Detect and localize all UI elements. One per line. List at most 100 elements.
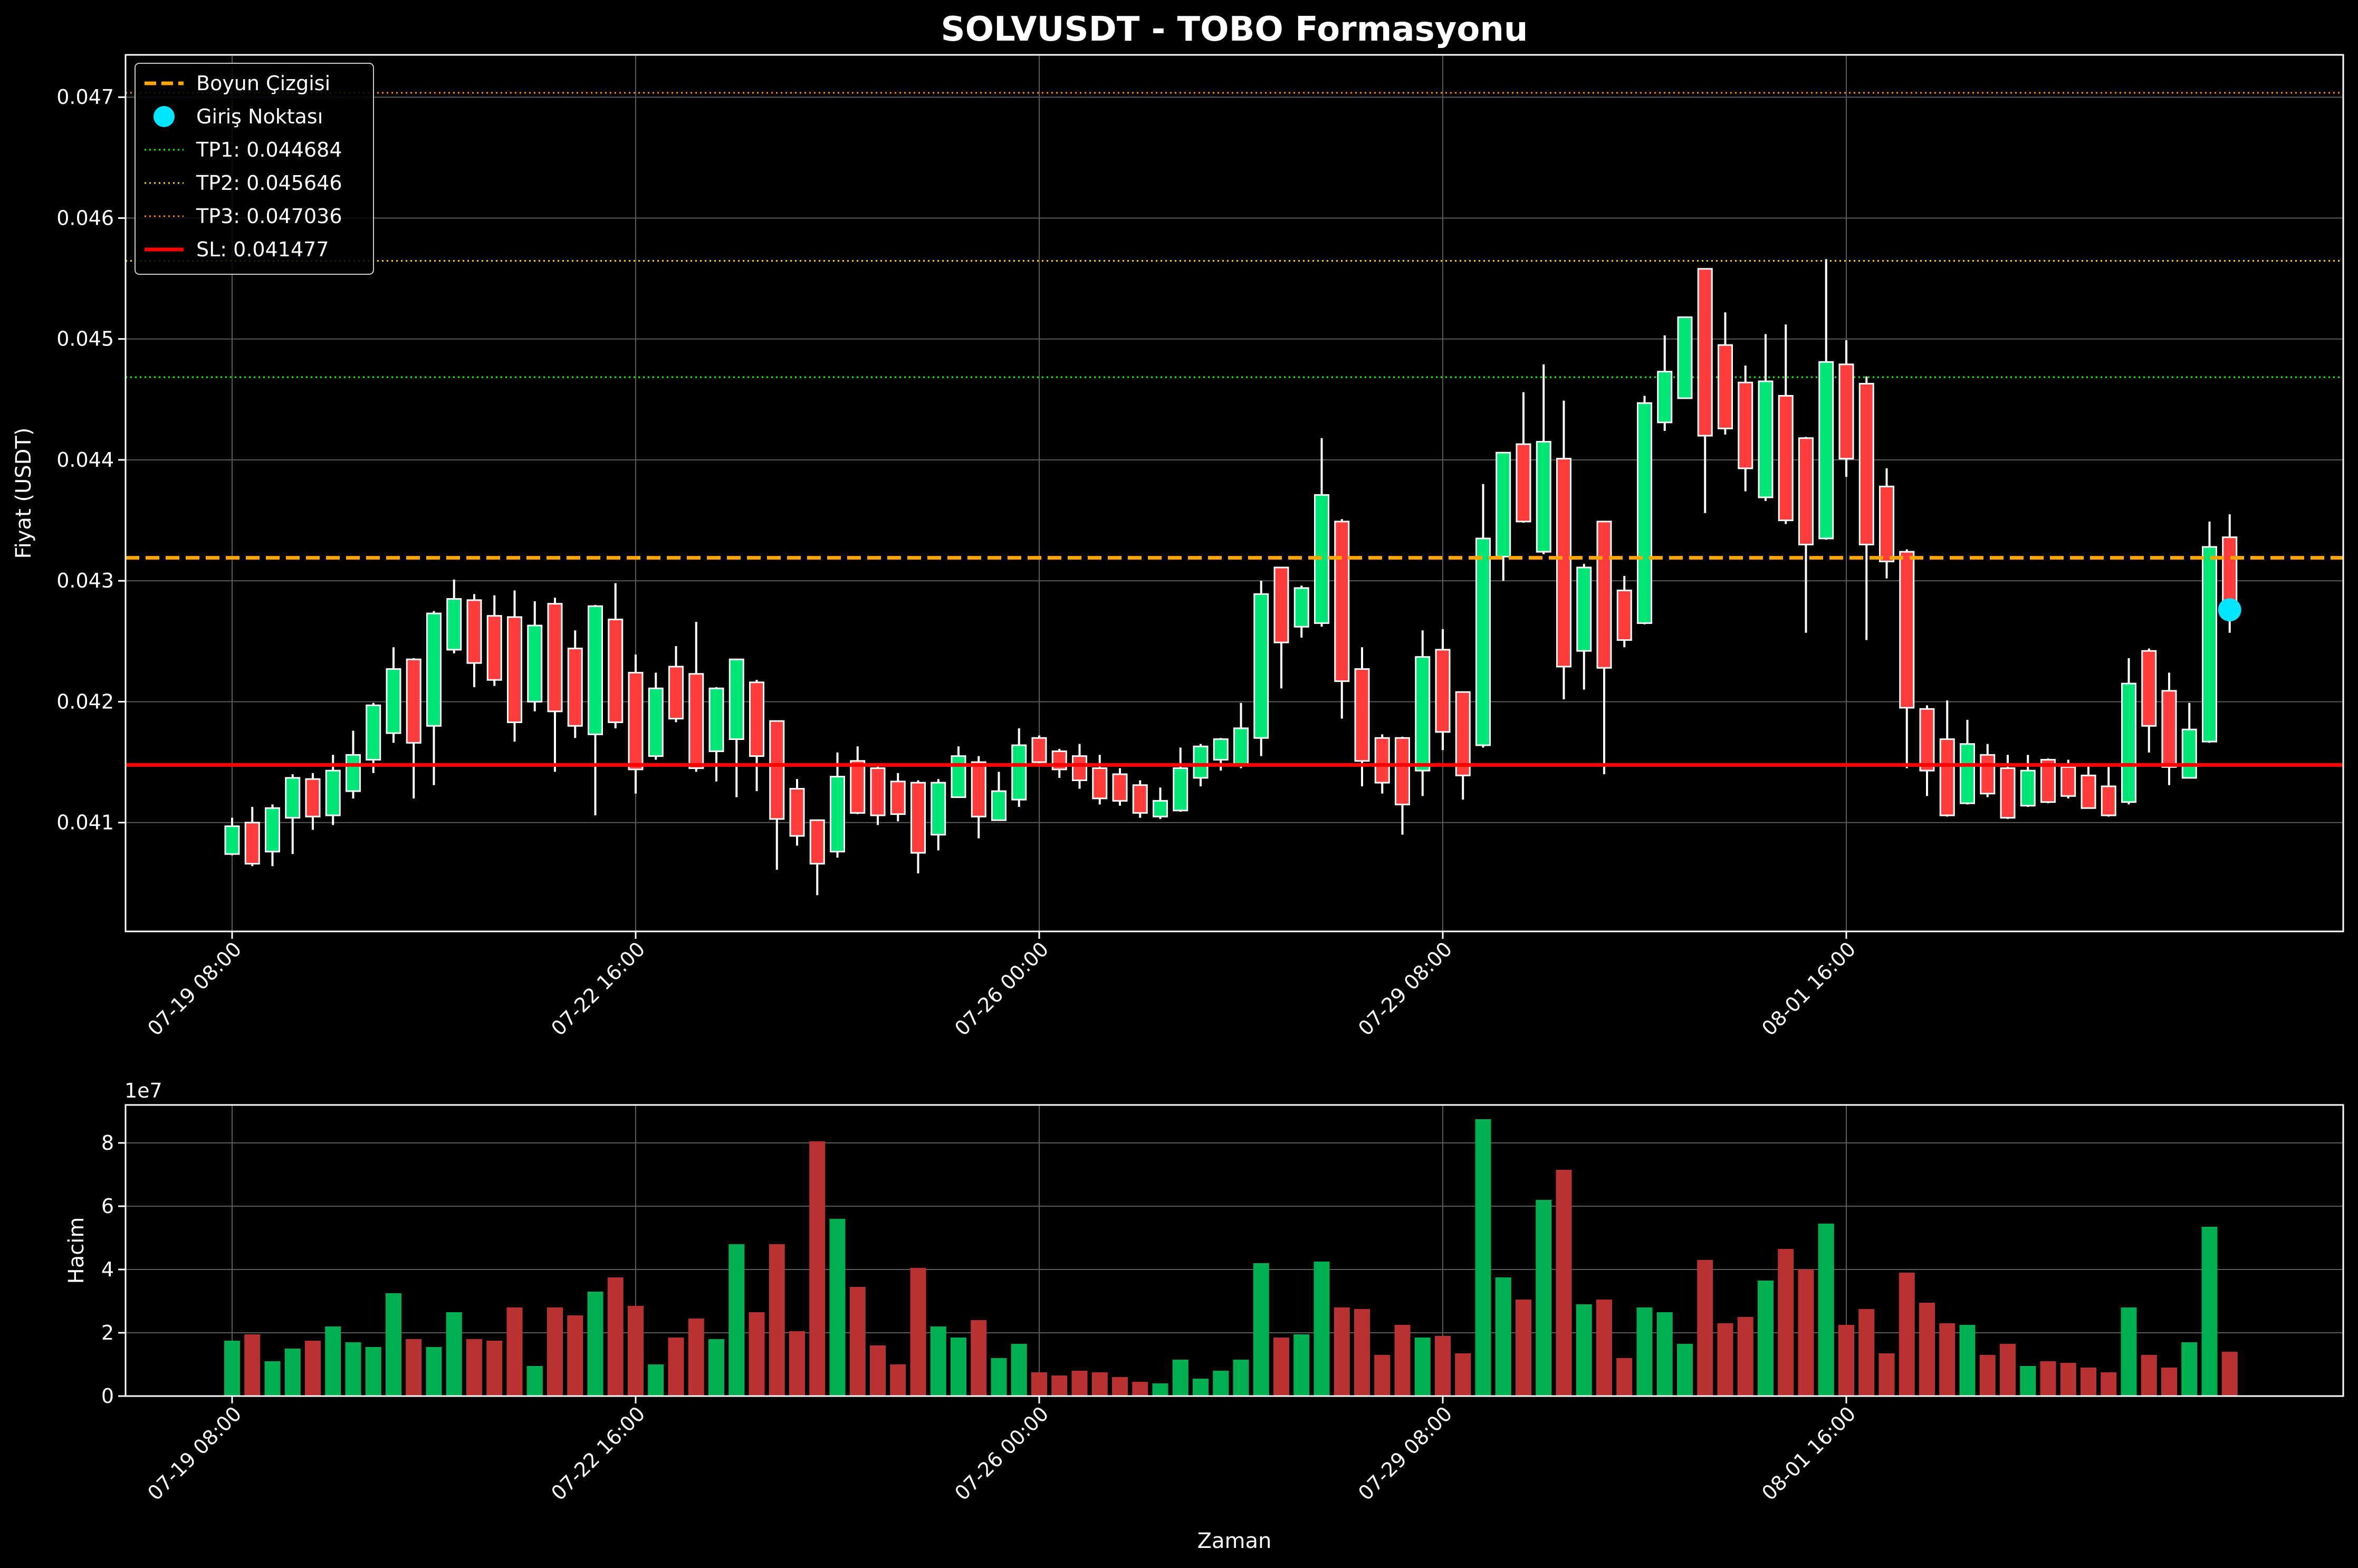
legend-entry-label: SL: 0.041477: [196, 238, 329, 261]
volume-bar-down: [466, 1339, 482, 1396]
candle-body-up: [2181, 728, 2197, 779]
price-ytick-label: 0.046: [56, 206, 114, 229]
candle-body-up: [446, 598, 462, 651]
volume-bar-down: [244, 1334, 261, 1396]
volume-bar-down: [1112, 1377, 1128, 1396]
candle-body-up: [366, 704, 381, 761]
volume-bar-down: [1132, 1382, 1148, 1396]
volume-bar-up: [1193, 1379, 1209, 1396]
volume-bar-up: [1152, 1383, 1168, 1396]
candle-body-down: [2000, 767, 2016, 819]
legend-entry-label: Giriş Noktası: [196, 105, 323, 128]
candle-body-up: [2121, 682, 2136, 803]
volume-bar-down: [1717, 1323, 1733, 1396]
price-ytick-label: 0.041: [56, 811, 114, 834]
volume-bar-down: [849, 1287, 866, 1396]
candle-body-up: [1213, 738, 1229, 761]
volume-bar-down: [1071, 1371, 1088, 1396]
volume-bar-up: [284, 1349, 301, 1396]
candle-body-down: [789, 787, 805, 837]
volume-bar-down: [1435, 1336, 1451, 1396]
candle-body-up: [1818, 361, 1834, 540]
volume-bar-up: [386, 1293, 401, 1396]
volume-bar-down: [1354, 1309, 1370, 1396]
candle-body-up: [285, 777, 301, 819]
candle-body-down: [870, 767, 886, 816]
volume-ytick-label: 0: [101, 1384, 114, 1408]
candle-body-up: [1253, 593, 1269, 739]
volume-y-axis-label: Hacim: [64, 1217, 89, 1284]
price-ytick-label: 0.047: [56, 85, 114, 109]
candle-body-down: [1395, 737, 1410, 805]
candle-body-down: [2141, 650, 2157, 727]
candle-body-down: [1435, 649, 1451, 733]
price-ytick-label: 0.044: [56, 448, 114, 472]
volume-bar-down: [1374, 1355, 1391, 1396]
volume-bar-up: [1253, 1263, 1269, 1396]
candle-body-down: [1516, 443, 1531, 523]
candle-body-up: [1637, 402, 1652, 624]
volume-bar-up: [729, 1244, 745, 1396]
volume-bar-down: [607, 1277, 624, 1396]
chart-title: SOLVUSDT - TOBO Formasyonu: [941, 10, 1528, 49]
volume-bar-down: [809, 1141, 826, 1396]
volume-bar-up: [224, 1341, 240, 1396]
candle-body-down: [2101, 785, 2116, 816]
volume-bar-down: [1697, 1260, 1713, 1396]
price-plot-frame: [124, 54, 2344, 932]
volume-bar-up: [1011, 1344, 1027, 1396]
candle-body-down: [1919, 708, 1935, 772]
legend-box: [135, 63, 374, 275]
candle-body-down: [769, 720, 785, 820]
candle-body-down: [1858, 383, 1874, 545]
candle-body-down: [2060, 766, 2076, 797]
volume-bar-up: [1414, 1338, 1431, 1396]
candle-body-down: [608, 619, 624, 723]
candle-body-down: [1879, 485, 1894, 563]
candle-body-up: [224, 825, 240, 855]
candle-body-down: [1334, 521, 1350, 682]
candle-body-down: [1455, 691, 1471, 776]
legend: Boyun Çizgisi Giriş Noktası TP1: 0.044684 T…: [135, 63, 374, 275]
volume-bar-down: [769, 1244, 785, 1396]
candle-body-up: [1536, 441, 1551, 553]
volume-bar-down: [1878, 1353, 1895, 1396]
volume-bar-down: [1455, 1353, 1471, 1396]
candle-body-down: [749, 681, 764, 757]
volume-bar-down: [1939, 1323, 1956, 1396]
volume-bar-down: [1051, 1375, 1068, 1396]
volume-bar-down: [1616, 1358, 1633, 1396]
legend-entry-label: TP1: 0.044684: [196, 138, 342, 161]
candle-body-down: [507, 616, 522, 723]
volume-bar-down: [971, 1320, 987, 1396]
volume-bar-down: [870, 1345, 886, 1396]
candle-body-up: [648, 687, 664, 757]
candle-body-down: [1838, 363, 1854, 460]
price-ytick-label: 0.042: [56, 690, 114, 713]
candle-body-up: [1193, 745, 1209, 779]
volume-bar-up: [991, 1358, 1007, 1396]
volume-bar-down: [2161, 1368, 2177, 1396]
candle-body-down: [547, 603, 563, 713]
candle-body-down: [971, 761, 986, 817]
volume-bar-down: [2101, 1372, 2117, 1396]
volume-bar-down: [2141, 1355, 2157, 1396]
candle-body-down: [2222, 536, 2238, 609]
volume-bar-down: [1858, 1309, 1875, 1396]
volume-bar-down: [547, 1307, 563, 1396]
volume-bar-up: [1213, 1371, 1229, 1396]
volume-bar-up: [2020, 1366, 2036, 1396]
volume-bar-down: [2060, 1363, 2076, 1396]
candle-body-up: [1677, 316, 1693, 399]
candle-body-down: [1718, 344, 1733, 429]
candle-body-down: [688, 673, 704, 769]
volume-bar-up: [1656, 1312, 1673, 1396]
candle-body-up: [325, 769, 341, 816]
volume-bar-down: [668, 1338, 684, 1396]
candle-body-up: [1496, 451, 1511, 557]
candle-body-up: [1657, 371, 1673, 424]
candle-body-down: [2081, 774, 2096, 809]
candle-body-down: [1738, 381, 1753, 469]
volume-bar-down: [1334, 1307, 1350, 1396]
